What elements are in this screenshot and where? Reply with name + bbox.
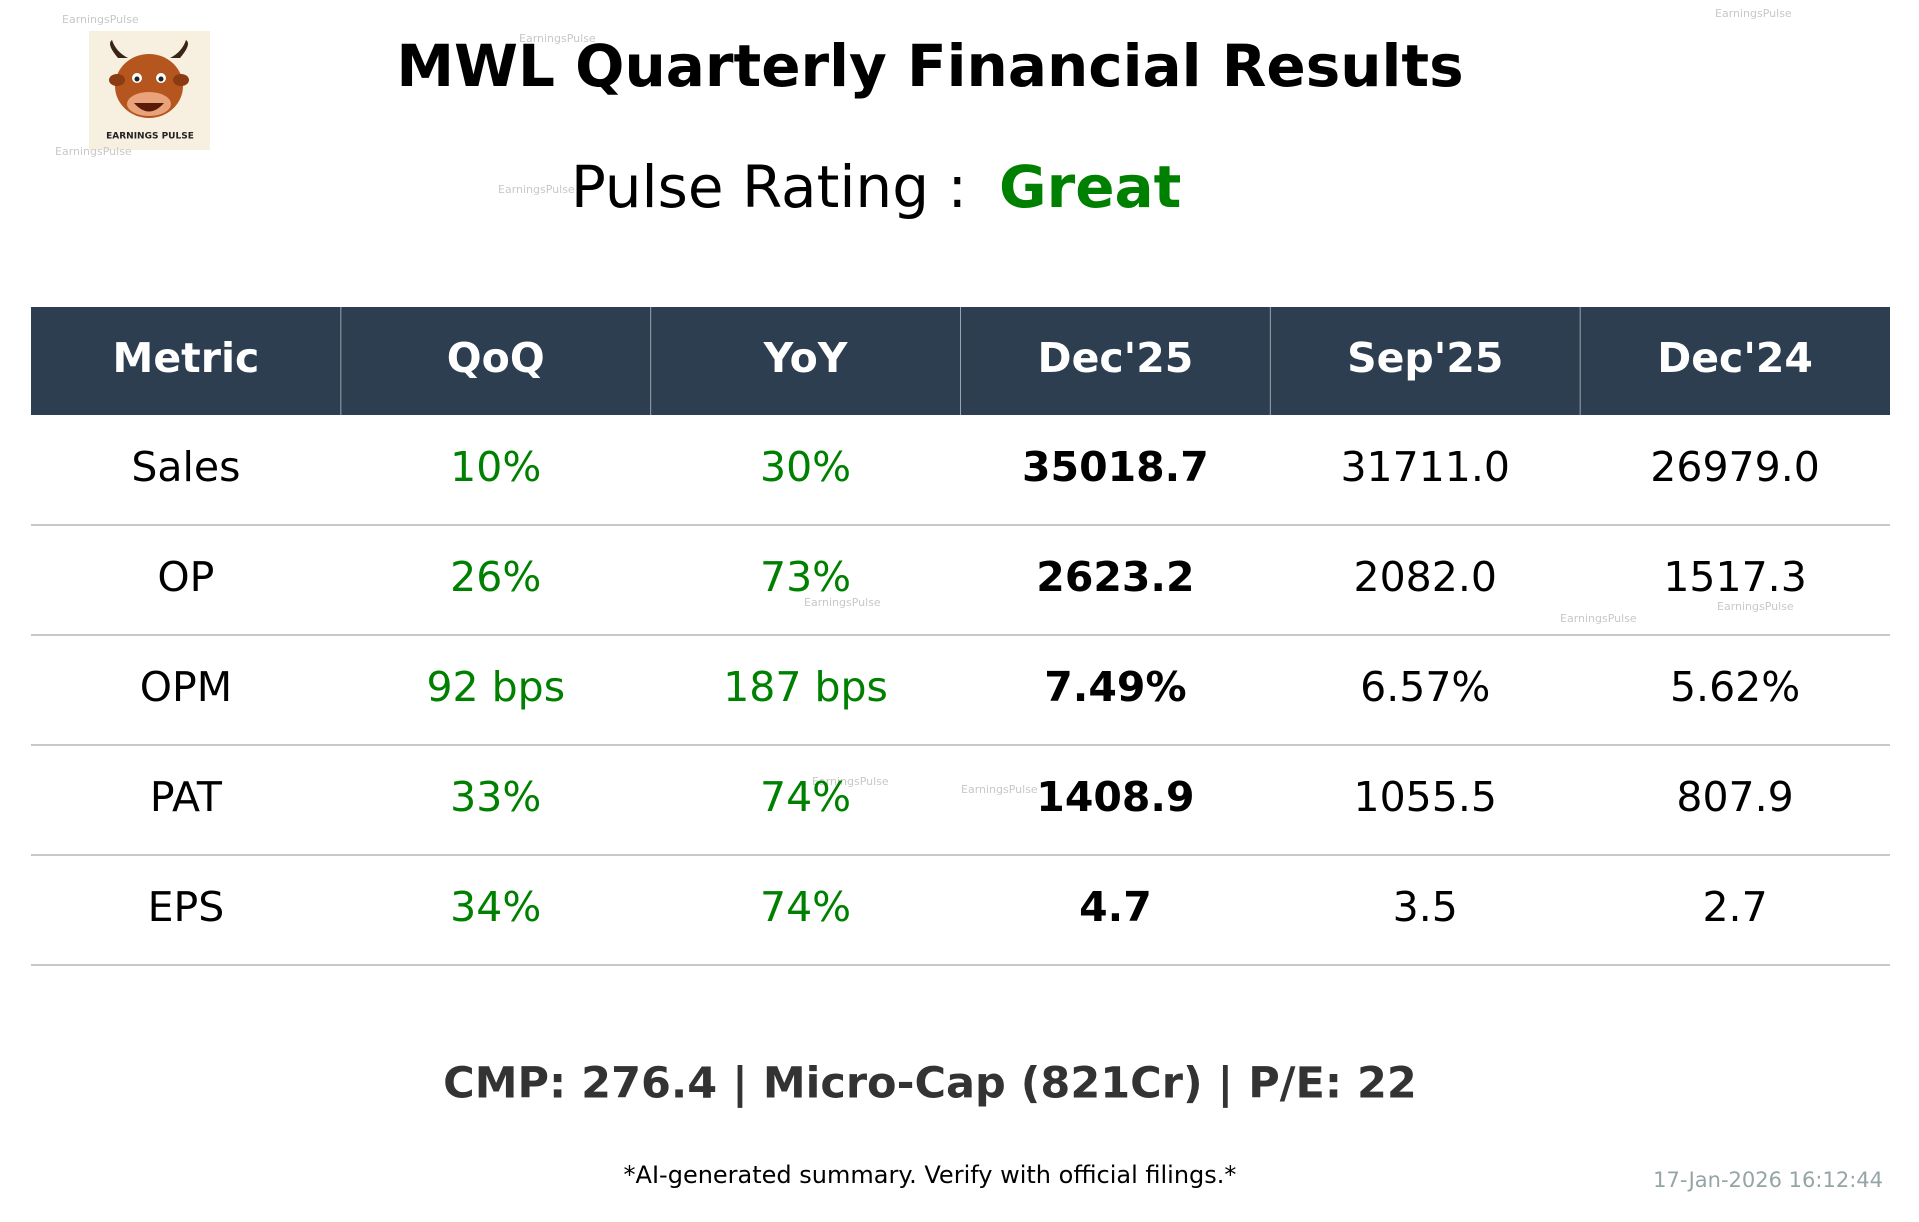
table-cell: 10% bbox=[450, 443, 541, 491]
table-cell: 2082.0 bbox=[1354, 553, 1497, 601]
watermark: EarningsPulse bbox=[812, 775, 889, 788]
table-cell: EPS bbox=[148, 883, 225, 931]
table-cell: 6.57% bbox=[1360, 663, 1490, 711]
table-cell: 92 bps bbox=[426, 663, 565, 711]
table-cell: 34% bbox=[450, 883, 541, 931]
logo-text: EARNINGS PULSE bbox=[106, 132, 194, 142]
table-cell: 35018.7 bbox=[1022, 443, 1209, 491]
pulse-value: Great bbox=[999, 153, 1181, 221]
table-cell: 1055.5 bbox=[1354, 773, 1497, 821]
table-cell: 1517.3 bbox=[1663, 553, 1806, 601]
table-cell: 73% bbox=[760, 553, 851, 601]
watermark: EarningsPulse bbox=[1715, 7, 1792, 20]
table-cell: 3.5 bbox=[1393, 883, 1458, 931]
watermark: EarningsPulse bbox=[519, 32, 596, 45]
table-cell: 33% bbox=[450, 773, 541, 821]
table-cell: OP bbox=[157, 553, 214, 601]
table-cell: Sales bbox=[131, 443, 240, 491]
table-cell: OPM bbox=[140, 663, 232, 711]
table-cell: 2623.2 bbox=[1036, 553, 1194, 601]
watermark: EarningsPulse bbox=[1717, 600, 1794, 613]
table-cell: 4.7 bbox=[1079, 883, 1152, 931]
table-cell: 807.9 bbox=[1676, 773, 1793, 821]
header-cell: Metric bbox=[113, 334, 260, 382]
header-cell: Dec'25 bbox=[1038, 334, 1194, 382]
logo: EARNINGS PULSE bbox=[89, 31, 210, 150]
table-cell: 26% bbox=[450, 553, 541, 601]
header-cell: YoY bbox=[763, 334, 849, 382]
watermark: EarningsPulse bbox=[498, 183, 575, 196]
summary: CMP: 276.4 | Micro-Cap (821Cr) | P/E: 22 bbox=[443, 1059, 1417, 1109]
header-cell: Sep'25 bbox=[1347, 334, 1503, 382]
watermark: EarningsPulse bbox=[804, 596, 881, 609]
table-cell: PAT bbox=[150, 773, 223, 821]
table-cell: 187 bps bbox=[723, 663, 888, 711]
table-cell: 5.62% bbox=[1670, 663, 1800, 711]
table-cell: 26979.0 bbox=[1650, 443, 1820, 491]
header-cell: Dec'24 bbox=[1657, 334, 1813, 382]
table: Metric QoQ YoY Dec'25 Sep'25 Dec'24 Sales 10% 30… bbox=[31, 307, 1890, 966]
pulse-label: Pulse Rating : bbox=[571, 153, 967, 221]
table-cell: 74% bbox=[760, 883, 851, 931]
disclaimer: *AI-generated summary. Verify with offic… bbox=[624, 1161, 1237, 1189]
table-cell: 74% bbox=[760, 773, 851, 821]
title: MWL Quarterly Financial Results bbox=[396, 32, 1463, 100]
header-cell: QoQ bbox=[447, 334, 545, 382]
table-cell: 31711.0 bbox=[1340, 443, 1510, 491]
watermark: EarningsPulse bbox=[961, 783, 1038, 796]
watermark: EarningsPulse bbox=[62, 13, 139, 26]
watermark: EarningsPulse bbox=[55, 145, 132, 158]
watermark: EarningsPulse bbox=[1560, 612, 1637, 625]
table-cell: 30% bbox=[760, 443, 851, 491]
table-cell: 1408.9 bbox=[1036, 773, 1194, 821]
table-cell: 2.7 bbox=[1702, 883, 1767, 931]
table-cell: 7.49% bbox=[1044, 663, 1186, 711]
timestamp: 17-Jan-2026 16:12:44 bbox=[1653, 1168, 1883, 1192]
